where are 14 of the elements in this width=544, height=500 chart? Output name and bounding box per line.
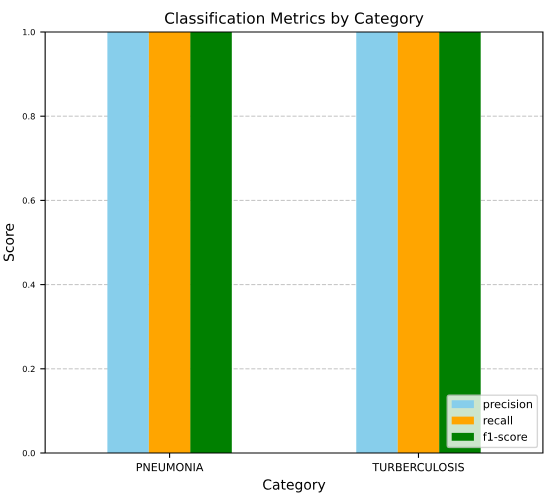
y-tick-label: 1.0 [23, 28, 35, 36]
x-tick-label: TURBERCULOSIS [372, 462, 464, 472]
y-tick-label: 0.4 [22, 282, 35, 288]
legend-label: precision [484, 400, 532, 410]
y-axis-title: Score [3, 224, 14, 262]
y-tick-label: 0.0 [22, 450, 35, 456]
y-tick-label: 0.8 [22, 113, 35, 120]
y-tick-label: 0.6 [22, 197, 35, 204]
chart-title: Classification Metrics by Category [165, 12, 424, 27]
x-axis-title: Category [263, 479, 326, 492]
y-tick-label: 0.2 [22, 366, 35, 372]
legend-label: recall [484, 416, 512, 425]
legend-label: f1-score [483, 432, 528, 441]
x-tick-label: PNEUMONIA [136, 462, 204, 472]
